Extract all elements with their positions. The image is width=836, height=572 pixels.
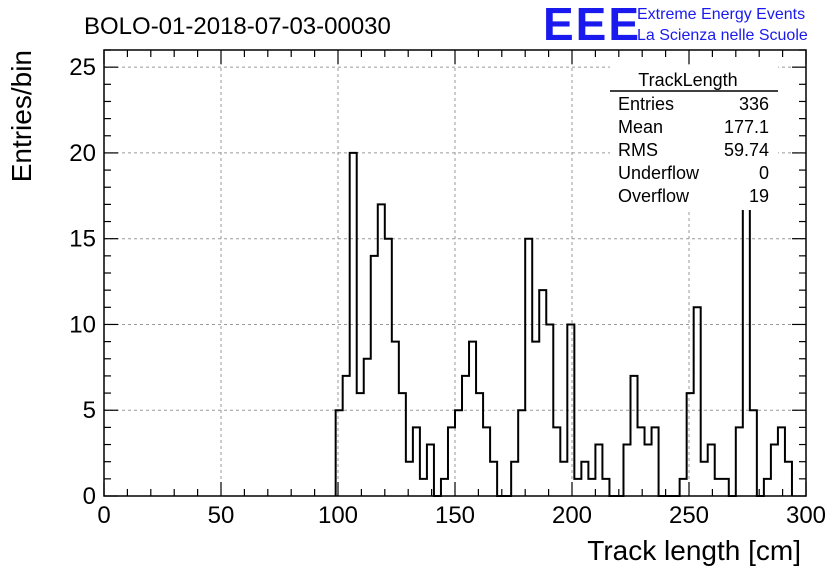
stats-row-label: Underflow (618, 163, 700, 183)
stats-row-label: Entries (618, 94, 674, 114)
axes: 0 50 100 150 200 250 300 0 5 10 15 20 25 (69, 49, 826, 529)
histogram-series (334, 66, 793, 497)
x-axis-label: Track length [cm] (587, 535, 801, 566)
eee-logo-line1: Extreme Energy Events (637, 6, 805, 23)
x-tick-label: 250 (669, 502, 709, 529)
stats-box-title: TrackLength (638, 70, 737, 90)
x-tick-label: 300 (786, 502, 826, 529)
stats-box-background (610, 66, 778, 210)
stats-row-value: 336 (739, 94, 769, 114)
eee-logo: EEE Extreme Energy Events La Scienza nel… (543, 0, 808, 50)
x-tick-label: 50 (208, 502, 235, 529)
stats-row-value: 177.1 (724, 117, 769, 137)
stats-box-rows: Entries 336 Mean 177.1 RMS 59.74 Underflow 0 Ove… (618, 94, 769, 206)
chart-title: BOLO-01-2018-07-03-00030 (84, 13, 391, 40)
x-tick-label: 100 (318, 502, 358, 529)
stats-row-value: 59.74 (724, 140, 769, 160)
x-tick-label: 0 (97, 502, 110, 529)
y-tick-label: 0 (83, 483, 96, 510)
y-tick-label: 20 (69, 140, 96, 167)
stats-row-label: Mean (618, 117, 663, 137)
y-tick-label: 25 (69, 54, 96, 81)
y-tick-label: 5 (83, 397, 96, 424)
stats-row-label: Overflow (618, 186, 690, 206)
stats-box: TrackLength Entries 336 Mean 177.1 RMS 59.74 U… (610, 66, 778, 210)
stats-row-label: RMS (618, 140, 658, 160)
grid-lines (104, 50, 806, 496)
stats-row-value: 19 (749, 186, 769, 206)
y-tick-label: 10 (69, 311, 96, 338)
stats-row-value: 0 (759, 163, 769, 183)
y-tick-label: 15 (69, 226, 96, 253)
eee-logo-mark: EEE (543, 0, 641, 50)
x-tick-label: 200 (552, 502, 592, 529)
x-tick-label: 150 (435, 502, 475, 529)
eee-logo-line2: La Scienza nelle Scuole (637, 27, 808, 44)
y-axis-label: Entries/bin (6, 50, 37, 182)
